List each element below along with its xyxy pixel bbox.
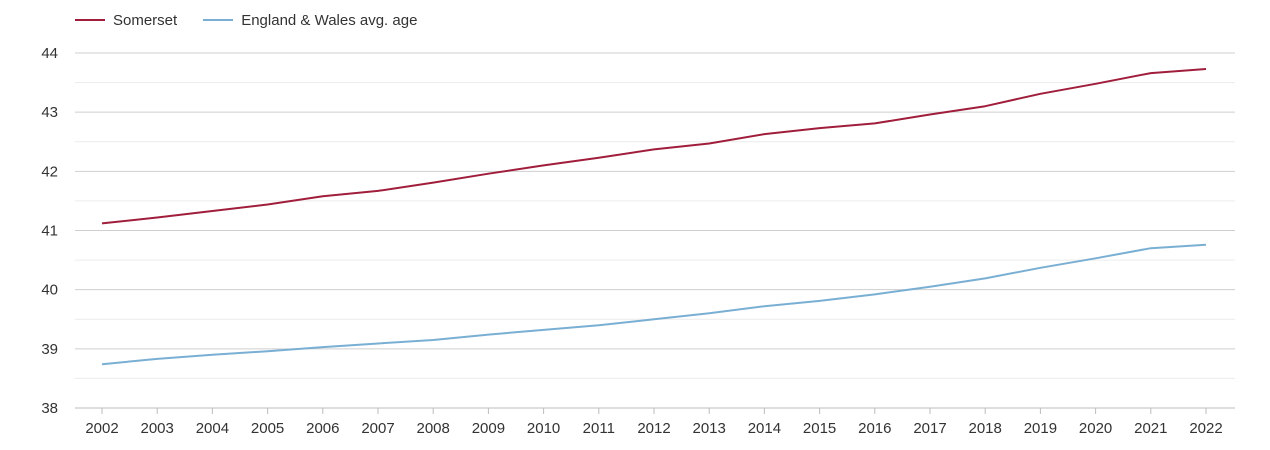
x-tick-label: 2019 bbox=[1024, 420, 1057, 437]
legend-label-somerset: Somerset bbox=[113, 11, 178, 29]
x-tick-label: 2016 bbox=[858, 420, 891, 437]
y-tick-label: 38 bbox=[41, 400, 58, 417]
x-tick-label: 2022 bbox=[1189, 420, 1222, 437]
y-tick-label: 40 bbox=[41, 282, 58, 299]
x-tick-label: 2017 bbox=[913, 420, 946, 437]
grid-layer bbox=[75, 52, 1235, 409]
x-tick-label: 2011 bbox=[583, 420, 615, 437]
legend-swatch-england-wales bbox=[203, 19, 234, 21]
series-line-england-wales[interactable] bbox=[101, 243, 1207, 366]
x-tick-label: 2009 bbox=[472, 420, 505, 437]
y-tick-label: 42 bbox=[41, 163, 58, 180]
x-tick-label: 2012 bbox=[637, 420, 670, 437]
y-tick-label: 41 bbox=[41, 223, 58, 240]
x-tick-label: 2013 bbox=[693, 420, 726, 437]
y-tick-label: 43 bbox=[41, 104, 58, 121]
x-tick-label: 2003 bbox=[141, 420, 174, 437]
x-tick-label: 2021 bbox=[1134, 420, 1167, 437]
y-tick-label: 39 bbox=[41, 341, 58, 358]
axis-layer: 38 39 40 41 42 43 44 2002 2003 2004 2005 2006 2007 20… bbox=[41, 45, 1222, 437]
chart-legend: Somerset England & Wales avg. age bbox=[75, 10, 443, 30]
x-tick-label: 2004 bbox=[196, 420, 229, 437]
legend-item-somerset[interactable]: Somerset bbox=[75, 12, 177, 29]
x-tick-label: 2007 bbox=[361, 420, 394, 437]
x-tick-label: 2020 bbox=[1079, 420, 1112, 437]
x-tick-label: 2018 bbox=[969, 420, 1002, 437]
legend-label-england-wales: England & Wales avg. age bbox=[241, 11, 418, 29]
legend-item-england-wales[interactable]: England & Wales avg. age bbox=[203, 12, 417, 29]
x-tick-label: 2006 bbox=[306, 420, 339, 437]
legend-swatch-somerset bbox=[75, 19, 105, 21]
x-tick-label: 2014 bbox=[748, 420, 781, 437]
series-line-somerset[interactable] bbox=[101, 68, 1207, 225]
series-layer bbox=[101, 68, 1207, 366]
x-tick-label: 2015 bbox=[803, 420, 836, 437]
x-tick-label: 2005 bbox=[251, 420, 284, 437]
y-tick-label: 44 bbox=[41, 45, 58, 62]
x-tick-label: 2002 bbox=[85, 420, 118, 437]
x-tick-label: 2008 bbox=[417, 420, 450, 437]
x-tick-label: 2010 bbox=[527, 420, 560, 437]
